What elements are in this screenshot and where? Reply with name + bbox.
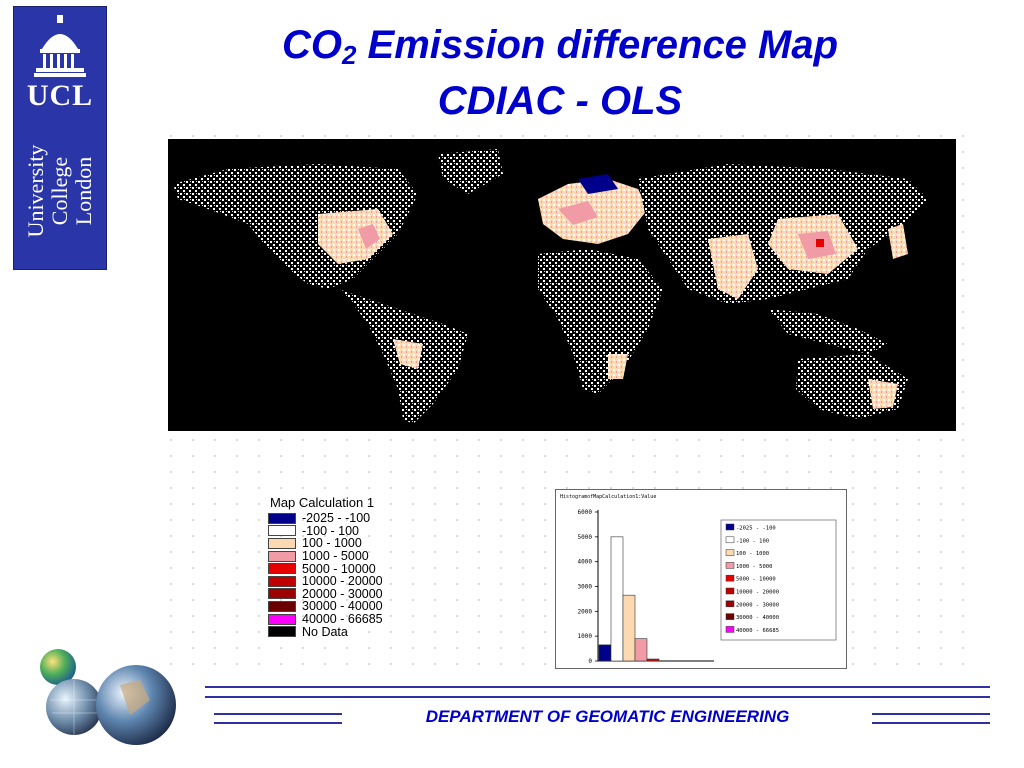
- logo-name: University College London: [23, 144, 96, 238]
- slide-title: CO2 Emission difference Map CDIAC - OLS: [180, 22, 940, 124]
- legend-swatch: [268, 575, 296, 587]
- chart-legend-swatch: [725, 523, 735, 531]
- chart-legend-label: 1000 - 5000: [736, 564, 772, 570]
- histogram-svg: 0 1000 2000 3000 4000 5000 6000 -2025 - -100 -10…: [578, 509, 837, 665]
- chart-legend-swatch: [725, 626, 735, 633]
- chart-legend-label: 100 - 1000: [736, 551, 769, 557]
- legend-swatch: [268, 588, 296, 600]
- dome-icon: [34, 15, 86, 77]
- legend-item: 10000 - 20000: [268, 575, 418, 588]
- legend-label: 100 - 1000: [302, 536, 362, 551]
- footer-divider: [205, 686, 990, 698]
- y-tick-label: 3000: [578, 584, 593, 591]
- legend-label: -100 - 100: [302, 523, 359, 538]
- chart-legend-label: 5000 - 10000: [736, 577, 776, 583]
- legend-item: -100 - 100: [268, 525, 418, 538]
- legend-label: 30000 - 40000: [302, 599, 383, 614]
- globes-graphic: [30, 645, 180, 755]
- chart-legend-swatch: [725, 600, 735, 608]
- y-tick-label: 5000: [578, 534, 593, 541]
- histogram-bar: [634, 638, 648, 662]
- legend-label: 1000 - 5000: [302, 549, 369, 564]
- chart-legend-label: 10000 - 20000: [736, 590, 779, 596]
- legend-swatch: [268, 600, 296, 612]
- legend-item: 100 - 1000: [268, 537, 418, 550]
- chart-legend-swatch: [725, 587, 735, 595]
- legend-swatch: [268, 563, 296, 575]
- chart-legend-label: 30000 - 40000: [736, 615, 779, 621]
- legend-item: No Data: [268, 625, 418, 638]
- legend-label: 10000 - 20000: [302, 574, 383, 589]
- legend-label: -2025 - -100: [302, 511, 371, 526]
- legend-item: 20000 - 30000: [268, 588, 418, 601]
- legend-item: 30000 - 40000: [268, 600, 418, 613]
- chart-legend-label: 40000 - 66685: [736, 628, 779, 634]
- title-line-2: CDIAC - OLS: [437, 79, 683, 123]
- legend-items: -2025 - -100 -100 - 100 100 - 1000 1000 - 5…: [268, 512, 418, 638]
- chart-legend-swatch: [725, 549, 735, 556]
- department-name: DEPARTMENT OF GEOMATIC ENGINEERING: [425, 707, 790, 726]
- y-tick-label: 1000: [578, 633, 593, 640]
- histogram-bar: [622, 594, 636, 662]
- footer-rule-left: [214, 713, 342, 724]
- legend-swatch: [268, 613, 296, 625]
- legend-item: 5000 - 10000: [268, 562, 418, 575]
- chart-legend-swatch: [725, 562, 735, 569]
- chart-legend-swatch: [725, 574, 735, 582]
- legend-swatch: [268, 550, 296, 562]
- histogram-bar: [646, 658, 660, 662]
- emission-difference-map: [168, 139, 956, 431]
- legend-item: -2025 - -100: [268, 512, 418, 525]
- y-tick-label: 6000: [578, 509, 593, 516]
- y-tick-label: 4000: [578, 559, 593, 566]
- chart-legend-box: [720, 519, 837, 641]
- chart-legend-swatch: [725, 536, 735, 544]
- world-map-image: [173, 149, 928, 424]
- legend-item: 1000 - 5000: [268, 550, 418, 563]
- legend-swatch: [268, 626, 296, 638]
- legend-swatch: [268, 525, 296, 537]
- chart-title: HistogramofMapCalculation1:Value: [560, 494, 657, 500]
- legend-label: 20000 - 30000: [302, 586, 383, 601]
- chart-legend-label: -100 - 100: [736, 538, 769, 544]
- chart-legend-label: -2025 - -100: [736, 526, 776, 532]
- histogram-chart: HistogramofMapCalculation1:Value 0 1000 20…: [555, 489, 847, 669]
- chart-legend-label: 20000 - 30000: [736, 602, 779, 608]
- y-tick-label: 2000: [578, 608, 593, 615]
- map-legend: Map Calculation 1 -2025 - -100 -100 - 100…: [268, 495, 418, 638]
- legend-item: 40000 - 66685: [268, 613, 418, 626]
- title-line-1: CO2 Emission difference Map: [281, 23, 839, 70]
- footer-rule-right: [872, 713, 990, 724]
- logo-abbreviation: UCL: [26, 79, 94, 112]
- histogram-bar: [610, 536, 624, 662]
- histogram-bar: [598, 644, 612, 662]
- legend-label: 5000 - 10000: [302, 561, 376, 576]
- legend-label: 40000 - 66685: [302, 612, 383, 627]
- y-tick-label: 0: [588, 658, 592, 665]
- legend-swatch: [268, 537, 296, 549]
- chart-legend-swatch: [725, 613, 735, 620]
- legend-title: Map Calculation 1: [270, 495, 375, 510]
- ucl-logo: UCL University College London: [13, 6, 107, 270]
- legend-label: No Data: [302, 624, 348, 639]
- globe-icon: [40, 649, 176, 745]
- legend-swatch: [268, 512, 296, 524]
